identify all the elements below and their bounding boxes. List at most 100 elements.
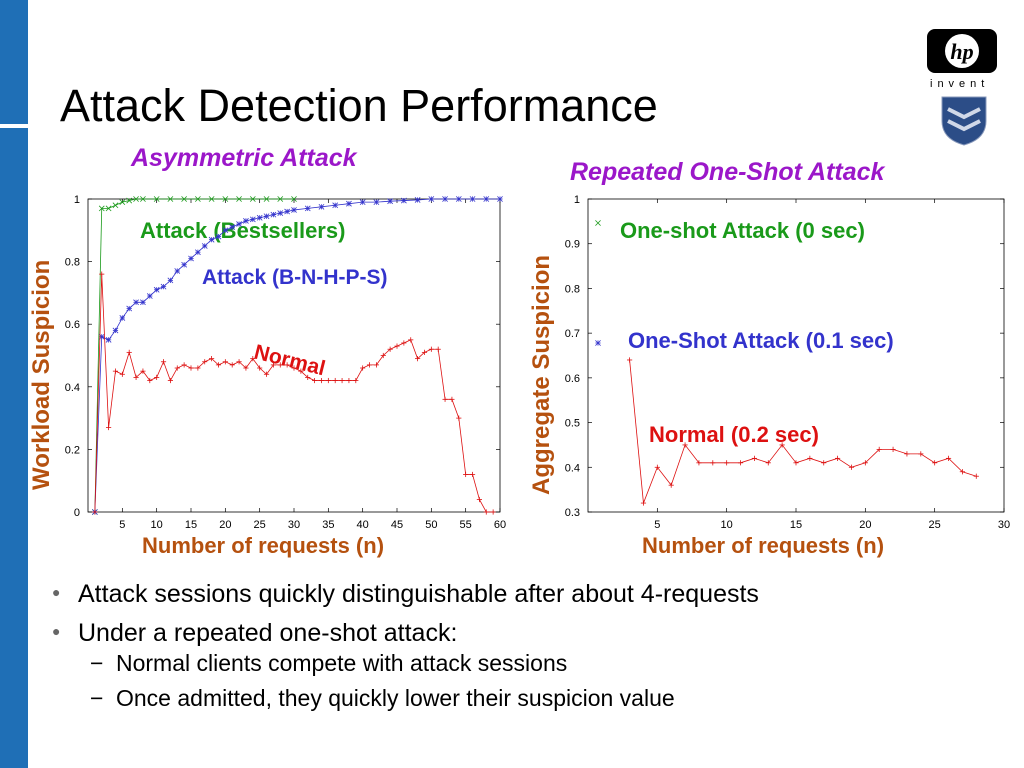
chart-right-title: Repeated One-Shot Attack	[570, 158, 885, 186]
data-point	[201, 243, 208, 249]
data-point	[195, 365, 201, 371]
data-point	[126, 197, 133, 204]
data-point	[442, 396, 448, 402]
series-label: One-Shot Attack (0.1 sec)	[628, 328, 894, 353]
series-label: Attack (B-N-H-P-S)	[202, 266, 388, 289]
data-point	[153, 286, 160, 293]
data-point	[318, 377, 325, 384]
x-tick-label: 45	[391, 519, 403, 531]
data-point	[236, 196, 242, 202]
y-tick-label: 0.6	[565, 373, 580, 385]
data-point	[222, 227, 229, 234]
data-point	[119, 199, 126, 206]
x-tick-label: 20	[219, 519, 231, 531]
data-point	[366, 362, 373, 368]
data-point	[194, 249, 201, 256]
data-point	[146, 293, 153, 299]
data-point	[346, 377, 352, 384]
data-point	[236, 221, 242, 227]
data-point	[435, 346, 441, 352]
y-tick-label: 0.6	[65, 319, 80, 331]
dash-icon: −	[90, 685, 104, 711]
data-point	[167, 196, 174, 202]
x-tick-label: 40	[357, 519, 369, 531]
data-point	[428, 196, 435, 202]
chart-left-xlabel: Number of requests (n)	[142, 533, 385, 558]
data-point	[154, 374, 160, 381]
series-0: Attack (Bestsellers)	[91, 196, 345, 515]
data-point	[400, 197, 407, 204]
y-tick-label: 0.9	[565, 239, 580, 251]
data-point	[682, 442, 688, 448]
data-point	[421, 349, 428, 355]
data-point	[215, 362, 222, 368]
data-point	[380, 352, 386, 359]
data-point	[208, 236, 215, 243]
data-point	[862, 460, 868, 466]
data-point	[257, 365, 263, 371]
left-accent-bar	[0, 0, 28, 768]
data-point	[126, 305, 133, 312]
data-point	[133, 374, 139, 381]
data-point	[194, 196, 201, 202]
data-point	[428, 346, 434, 352]
data-point	[346, 200, 352, 207]
data-point	[277, 196, 284, 202]
data-point	[807, 455, 813, 461]
data-point	[181, 196, 188, 202]
data-point	[469, 196, 476, 202]
data-point	[188, 365, 194, 371]
x-tick-label: 25	[254, 519, 266, 531]
data-point	[98, 205, 105, 212]
data-point	[263, 371, 270, 377]
x-tick-label: 5	[654, 519, 660, 531]
data-point	[325, 377, 331, 384]
data-point	[133, 196, 139, 202]
series-2: Normal (0.2 sec)	[627, 357, 979, 506]
data-point	[263, 196, 270, 202]
y-tick-label: 1	[74, 194, 80, 206]
data-point	[140, 299, 146, 306]
left-accent-bar-gap	[0, 124, 28, 128]
data-point	[848, 464, 855, 470]
data-point	[890, 446, 896, 452]
data-point	[408, 337, 414, 343]
y-tick-label: 0.4	[65, 382, 80, 394]
data-point	[153, 196, 160, 202]
data-point	[490, 509, 496, 515]
data-point	[932, 460, 938, 466]
bullet-item: ● Attack sessions quickly distinguishable…	[52, 580, 759, 608]
hp-logo-icon: hp	[927, 29, 997, 73]
x-tick-label: 20	[859, 519, 871, 531]
data-point	[119, 371, 125, 377]
data-point	[668, 482, 674, 488]
slide-title: Attack Detection Performance	[60, 80, 658, 131]
x-tick-label: 50	[425, 519, 437, 531]
data-point	[973, 473, 979, 479]
data-point	[112, 327, 119, 334]
data-point	[249, 196, 256, 202]
data-point	[243, 365, 249, 371]
data-point	[305, 374, 311, 381]
y-tick-label: 1	[574, 194, 580, 206]
data-point	[627, 357, 633, 363]
bullet-item: ● Under a repeated one-shot attack:	[52, 619, 458, 647]
dash-icon: −	[90, 650, 104, 676]
data-point	[835, 455, 841, 461]
x-tick-label: 60	[494, 519, 506, 531]
data-point	[339, 377, 345, 384]
data-point	[270, 362, 276, 368]
data-point	[105, 205, 112, 212]
data-point	[469, 471, 476, 478]
y-tick-label: 0.7	[565, 328, 580, 340]
x-tick-label: 15	[185, 519, 197, 531]
data-point	[442, 196, 448, 202]
data-point	[959, 469, 965, 475]
data-point	[133, 299, 139, 306]
y-tick-label: 0.3	[565, 507, 580, 519]
data-point	[724, 460, 730, 466]
data-point	[298, 368, 304, 374]
data-point	[181, 261, 188, 268]
bullet-list: ● Attack sessions quickly distinguishable…	[50, 580, 990, 712]
